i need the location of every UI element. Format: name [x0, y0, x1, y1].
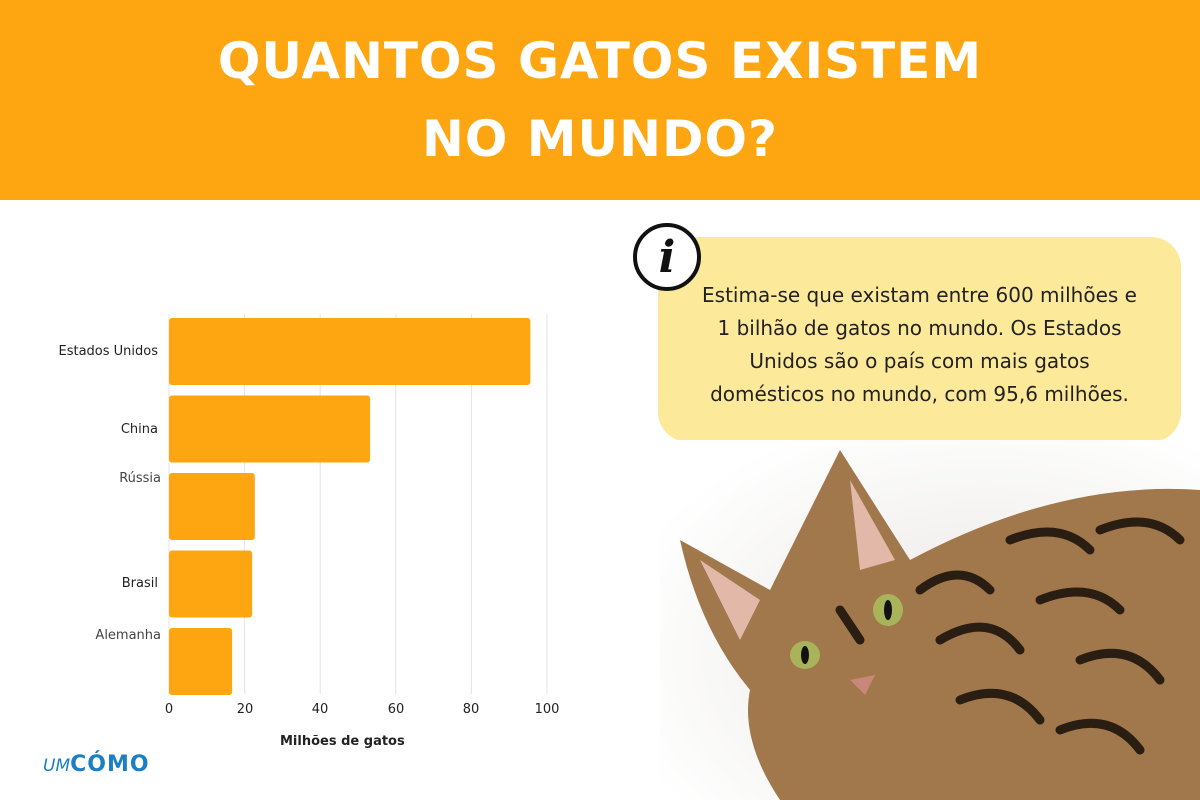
category-label: Estados Unidos — [58, 344, 158, 359]
bar-estados-unidos — [169, 318, 531, 385]
x-axis-title: Milhões de gatos — [280, 734, 405, 749]
bar-brasil — [169, 550, 253, 618]
title-line-2: NO MUNDO? — [422, 110, 778, 168]
info-bubble: Estima-se que existam entre 600 milhões … — [658, 237, 1181, 442]
bar-chart — [168, 314, 548, 695]
info-text: Estima-se que existam entre 600 milhões … — [702, 282, 1137, 406]
x-tick-label: 80 — [462, 702, 480, 717]
category-label: Alemanha — [95, 628, 161, 643]
x-tick-label: 0 — [164, 702, 174, 717]
header-banner: QUANTOS GATOS EXISTEM NO MUNDO? — [0, 0, 1200, 200]
bar-alemanha — [169, 628, 233, 695]
cat-photo — [660, 440, 1200, 800]
category-label: Rússia — [119, 471, 161, 486]
x-tick-label: 60 — [387, 702, 405, 717]
bar-china — [169, 395, 371, 463]
bar-rússia — [169, 473, 255, 540]
x-tick-label: 40 — [311, 702, 329, 717]
category-label: China — [120, 422, 158, 437]
x-tick-label: 20 — [236, 702, 254, 717]
x-tick-label: 100 — [534, 702, 560, 717]
umcomo-logo[interactable]: UMCÓMO — [43, 752, 150, 777]
title-line-1: QUANTOS GATOS EXISTEM — [217, 32, 983, 90]
category-label: Brasil — [121, 576, 158, 591]
info-icon: i — [633, 223, 701, 291]
